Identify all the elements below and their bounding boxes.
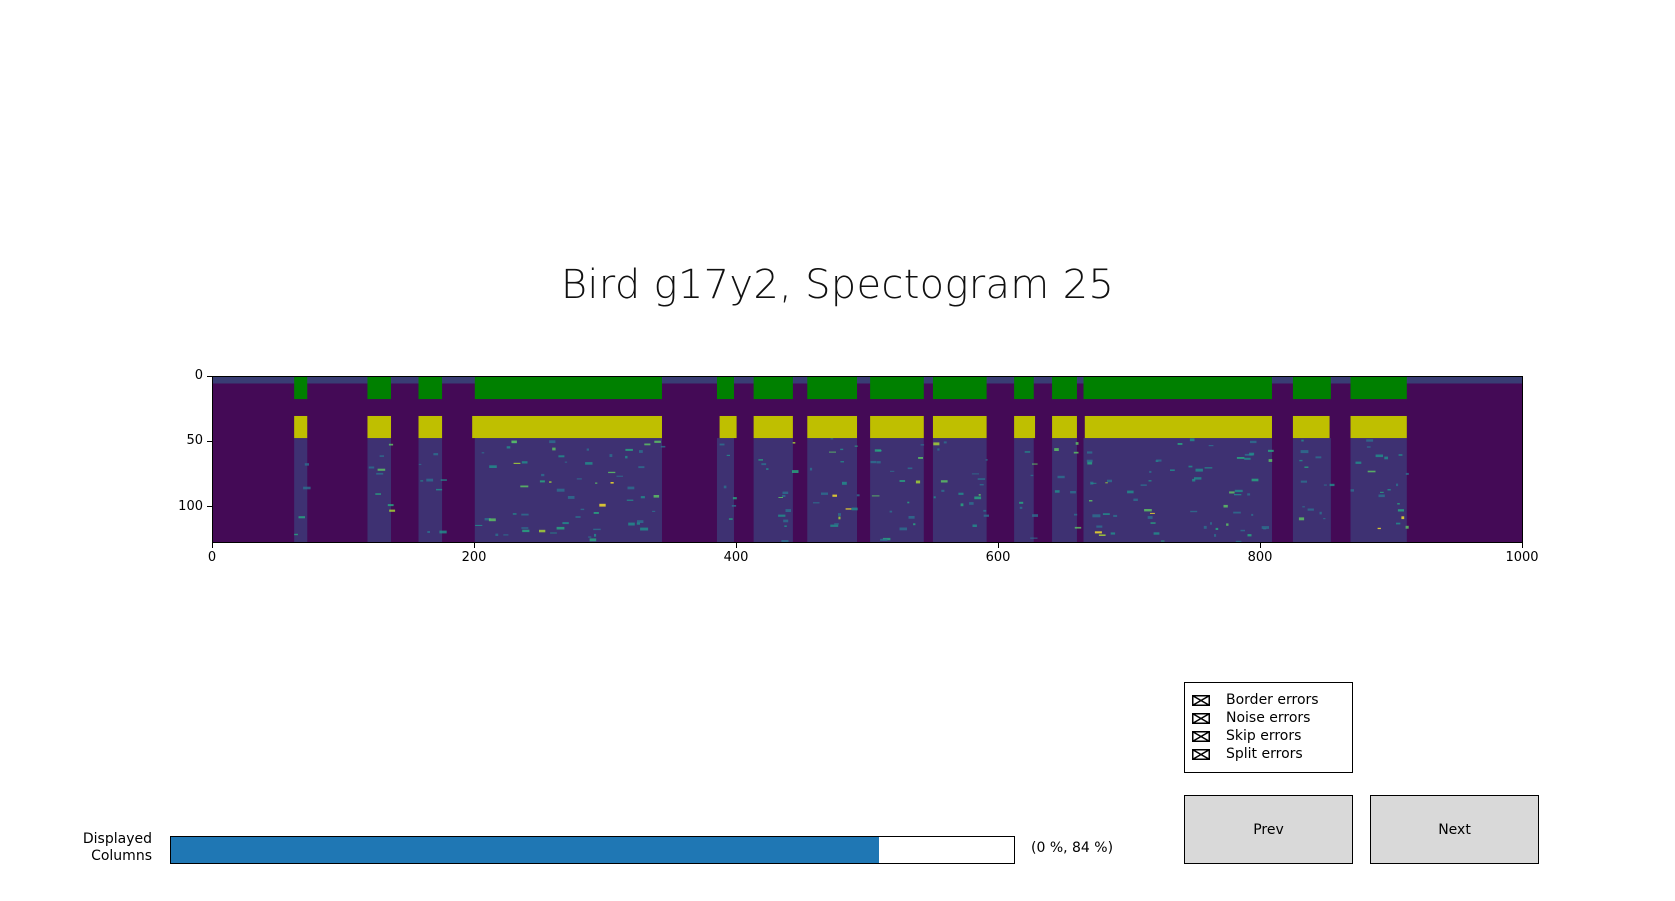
slider-value-text: (0 %, 84 %) — [1031, 840, 1114, 856]
slider-label: Displayed Columns — [60, 831, 152, 865]
syllable-energy — [716, 438, 737, 542]
y-tick-label: 0 — [194, 368, 203, 383]
syllable-energy — [1083, 438, 1274, 542]
prediction-segment — [472, 415, 662, 439]
slider-label-line2: Columns — [91, 848, 152, 864]
prediction-segment — [294, 415, 308, 439]
slider-label-line1: Displayed — [82, 831, 152, 847]
spectrogram-plot — [212, 376, 1523, 543]
syllable-energy — [753, 438, 799, 542]
y-tick-mark — [207, 375, 212, 377]
label-segment — [1052, 377, 1077, 400]
label-segment — [807, 377, 858, 400]
prev-button[interactable]: Prev — [1184, 795, 1353, 864]
prediction-segment — [1350, 415, 1407, 439]
label-segment — [716, 377, 734, 400]
next-button[interactable]: Next — [1370, 795, 1539, 864]
spectrogram-top-noise — [213, 377, 1522, 384]
label-segment — [753, 377, 793, 400]
syllable-energy — [932, 438, 989, 542]
syllable-energy — [1292, 438, 1335, 542]
x-tick-mark — [473, 543, 475, 548]
syllable-energy — [1052, 438, 1082, 542]
prediction-segment — [1292, 415, 1330, 439]
split-errors-checkbox[interactable]: Split errors — [1192, 745, 1303, 763]
border-errors-checkbox[interactable]: Border errors — [1192, 691, 1319, 709]
checkbox-checked-icon[interactable] — [1192, 712, 1210, 724]
noise-errors-label: Noise errors — [1226, 710, 1311, 726]
syllable-energy — [474, 438, 666, 542]
y-tick-mark — [207, 440, 212, 442]
prediction-segment — [753, 415, 793, 439]
y-tick-label: 50 — [186, 433, 203, 449]
label-segment — [870, 377, 924, 400]
prediction-segment — [932, 415, 987, 439]
border-errors-label: Border errors — [1226, 692, 1319, 708]
prediction-segment — [807, 415, 858, 439]
label-segment — [1083, 377, 1272, 400]
x-tick-label: 400 — [723, 550, 749, 565]
x-tick-mark — [1521, 543, 1523, 548]
label-segment — [932, 377, 987, 400]
syllable-energy — [418, 438, 447, 542]
displayed-columns-slider[interactable] — [170, 836, 1015, 864]
prediction-segment — [418, 415, 443, 439]
spectrogram-image — [213, 377, 1522, 542]
x-tick-label: 1000 — [1505, 550, 1539, 565]
syllable-energy — [1014, 438, 1038, 542]
y-tick-mark — [207, 506, 212, 508]
x-tick-mark — [735, 543, 737, 548]
syllable-energy — [1350, 438, 1409, 542]
checkbox-checked-icon[interactable] — [1192, 694, 1210, 706]
checkbox-checked-icon[interactable] — [1192, 748, 1210, 760]
label-segment — [294, 377, 308, 400]
x-tick-label: 0 — [207, 550, 217, 565]
label-segment — [1014, 377, 1034, 400]
split-errors-label: Split errors — [1226, 746, 1303, 762]
label-segment — [1292, 377, 1331, 400]
prediction-segment — [1052, 415, 1077, 439]
x-tick-mark — [997, 543, 999, 548]
label-segment — [418, 377, 443, 400]
label-segment — [474, 377, 662, 400]
skip-errors-checkbox[interactable]: Skip errors — [1192, 727, 1301, 745]
y-tick-label: 100 — [178, 498, 203, 514]
prediction-segment — [1084, 415, 1272, 439]
checkbox-checked-icon[interactable] — [1192, 730, 1210, 742]
slider-fill[interactable] — [171, 837, 880, 863]
x-tick-label: 600 — [985, 550, 1011, 565]
prediction-segment — [719, 415, 737, 439]
label-segment — [367, 377, 392, 400]
x-tick-label: 800 — [1247, 550, 1273, 565]
syllable-energy — [870, 438, 925, 542]
prediction-segment — [870, 415, 924, 439]
syllable-energy — [294, 438, 311, 542]
prediction-segment — [367, 415, 392, 439]
x-tick-mark — [211, 543, 213, 548]
noise-errors-checkbox[interactable]: Noise errors — [1192, 709, 1310, 727]
error-filter-panel: Border errors Noise errors Skip errors S… — [1184, 682, 1353, 773]
prediction-segment — [1014, 415, 1036, 439]
syllable-energy — [367, 438, 396, 542]
label-segment — [1350, 377, 1407, 400]
page-title: Bird g17y2, Spectogram 25 — [560, 262, 1115, 308]
syllable-energy — [807, 438, 860, 542]
x-tick-mark — [1259, 543, 1261, 548]
x-tick-label: 200 — [461, 550, 487, 565]
skip-errors-label: Skip errors — [1226, 728, 1302, 744]
